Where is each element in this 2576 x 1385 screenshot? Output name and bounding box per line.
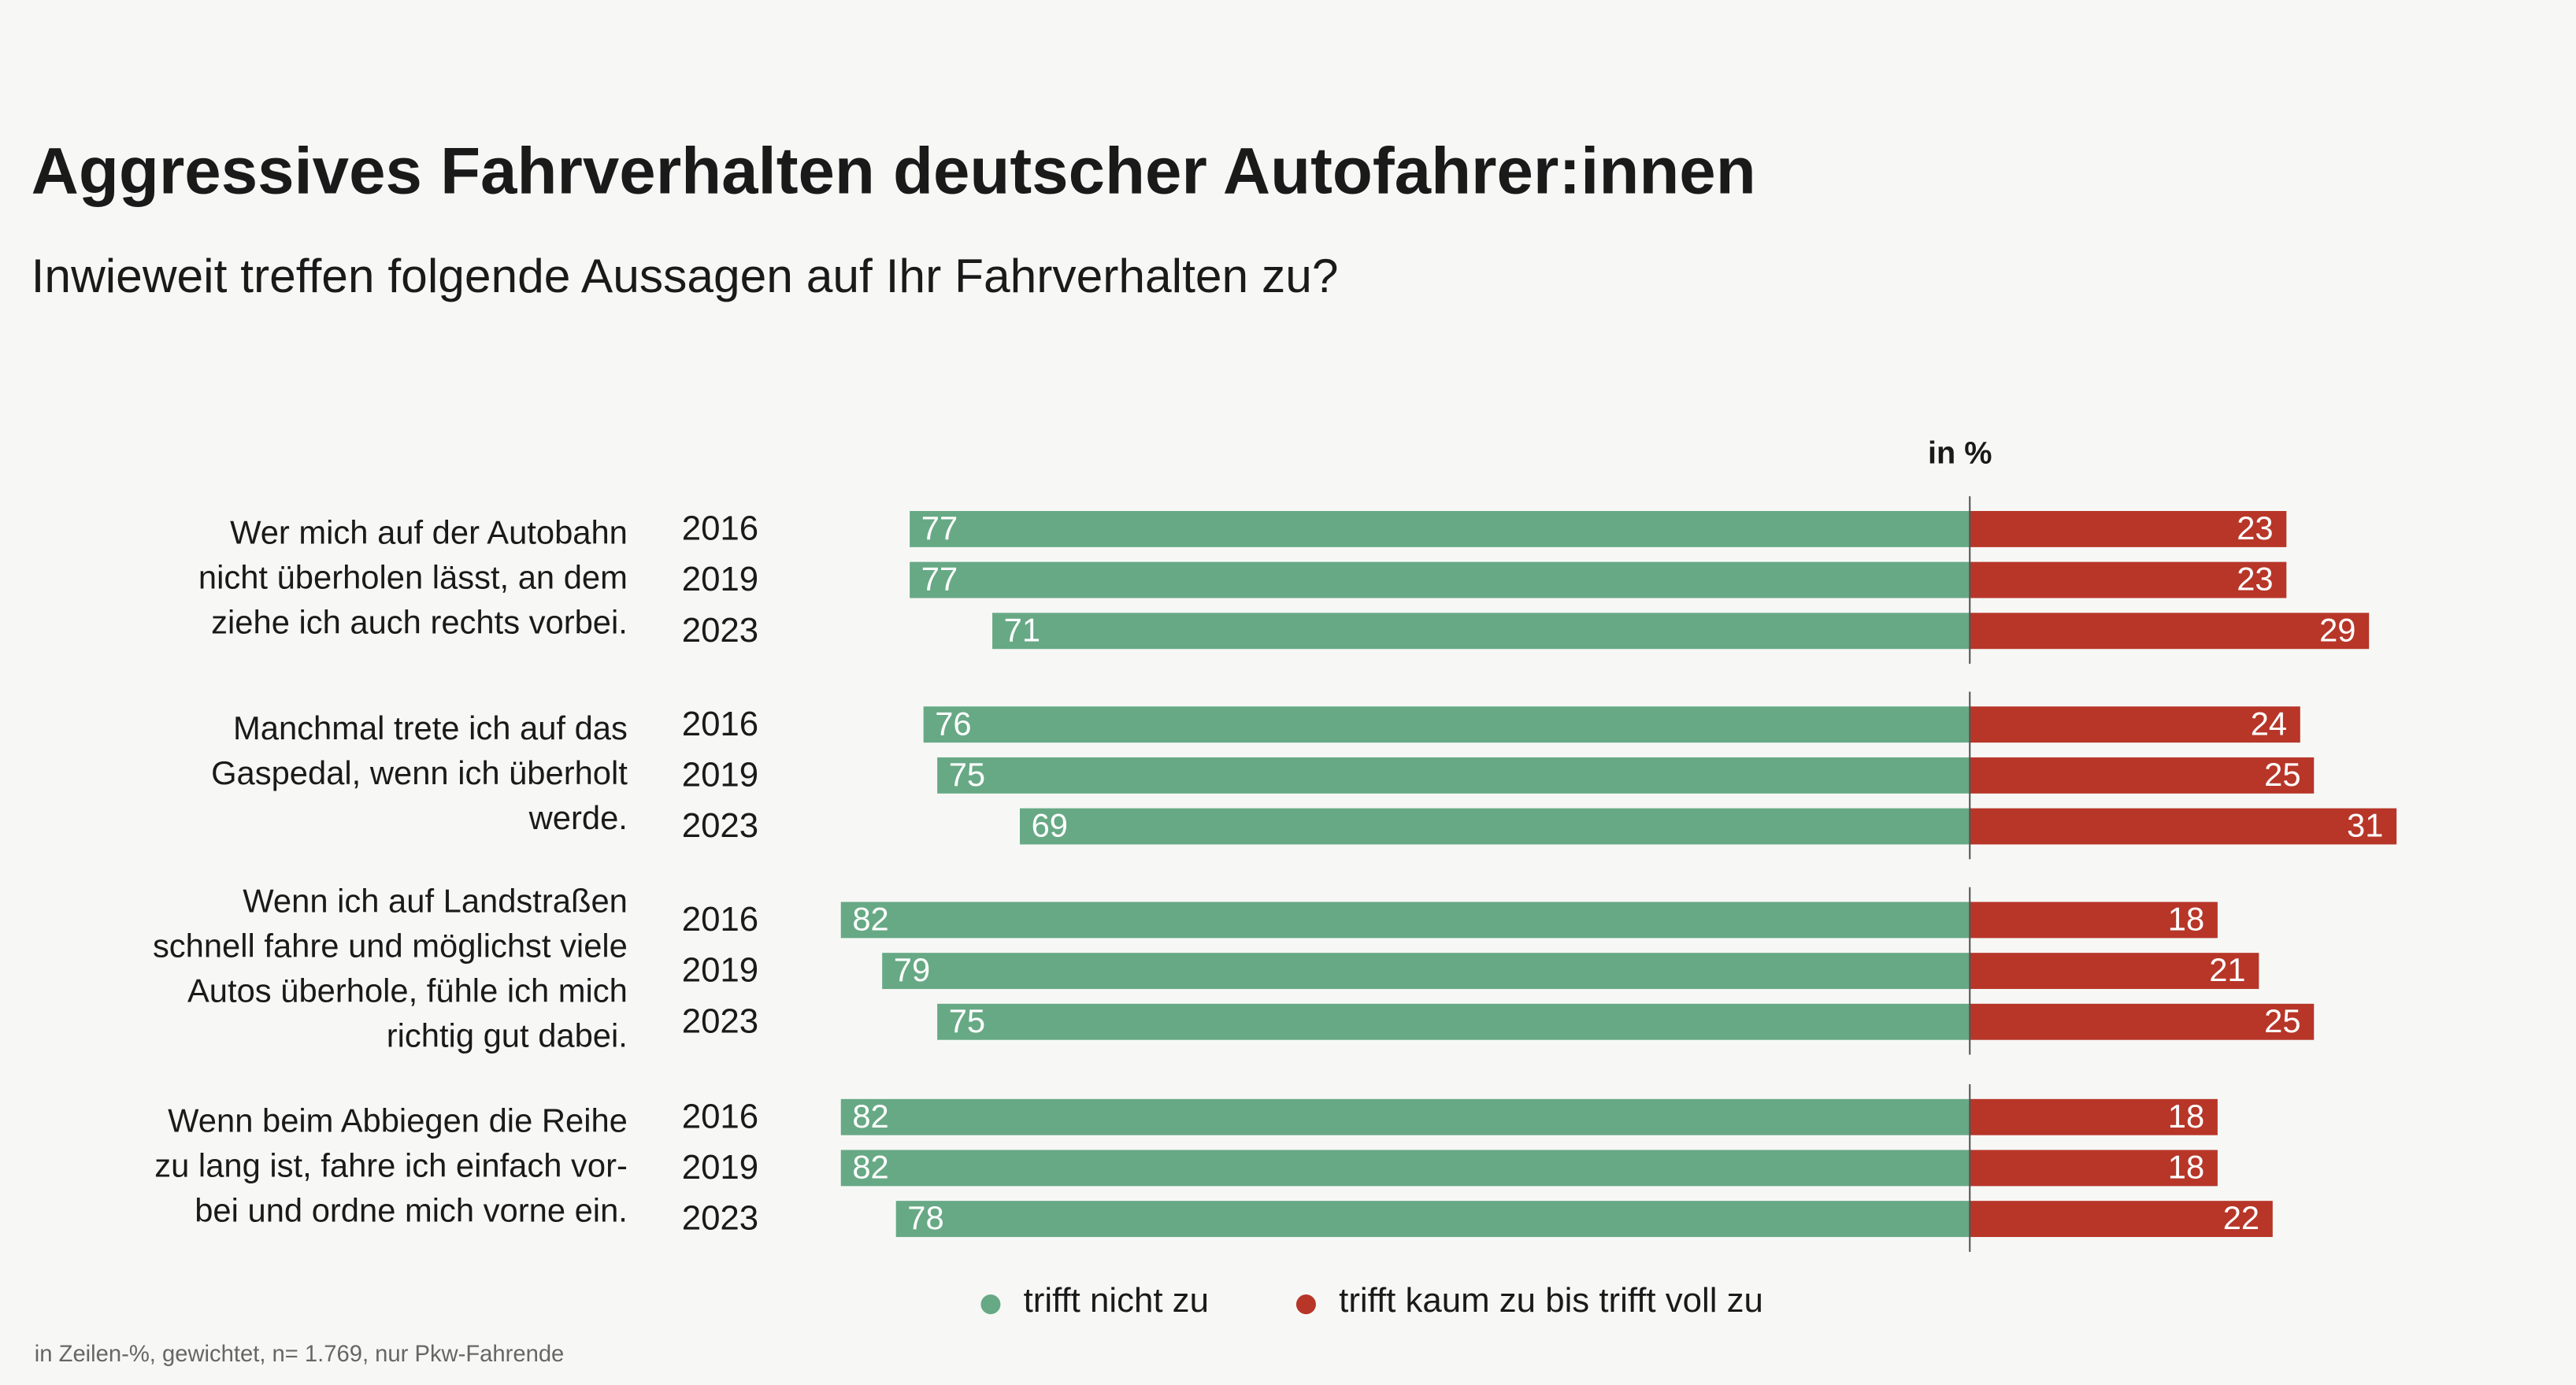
value-label: 77 [921, 509, 958, 546]
value-label: 18 [2168, 1098, 2204, 1135]
footnote: in Zeilen-%, gewichtet, n= 1.769, nur Pk… [35, 1342, 564, 1367]
bar-positive [1970, 613, 2370, 650]
group-label: Wer mich auf der Autobahn [230, 514, 628, 551]
group-label: Manchmal trete ich auf das [233, 709, 628, 746]
bar-positive [1970, 706, 2300, 743]
legend-label: trifft nicht zu [1024, 1281, 1209, 1320]
bar-negative [937, 1003, 1970, 1040]
year-label: 2019 [682, 951, 758, 990]
value-label: 78 [907, 1199, 943, 1236]
bar-negative [910, 510, 1970, 547]
year-label: 2016 [682, 900, 758, 939]
value-label: 29 [2319, 611, 2355, 648]
group-label: nicht überholen lässt, an dem [198, 559, 628, 596]
bar-positive [1970, 561, 2287, 598]
group-label: bei und ordne mich vorne ein. [195, 1191, 628, 1228]
bar-positive [1970, 808, 2397, 845]
value-label: 21 [2209, 951, 2245, 988]
year-label: 2019 [682, 1148, 758, 1187]
group-label: Wenn ich auf Landstraßen [243, 883, 628, 920]
value-label: 25 [2264, 1002, 2300, 1039]
legend-label: trifft kaum zu bis trifft voll zu [1339, 1281, 1763, 1320]
year-label: 2023 [682, 611, 758, 650]
value-label: 71 [1004, 611, 1040, 648]
bar-negative [923, 706, 1970, 743]
unit-label: in % [1928, 436, 1992, 471]
bar-negative [840, 1150, 1970, 1187]
value-label: 24 [2251, 705, 2287, 742]
chart-subtitle: Inwieweit treffen folgende Aussagen auf … [32, 249, 1339, 302]
chart-title: Aggressives Fahrverhalten deutscher Auto… [32, 133, 1756, 207]
bar-positive [1970, 1003, 2315, 1040]
group-label: Autos überhole, fühle ich mich [187, 972, 628, 1009]
legend-marker [1295, 1294, 1316, 1315]
value-label: 82 [852, 1098, 888, 1135]
year-label: 2023 [682, 1002, 758, 1040]
bar-positive [1970, 953, 2259, 990]
bar-positive [1970, 1150, 2218, 1187]
value-label: 23 [2237, 561, 2273, 598]
bar-negative [840, 1098, 1970, 1135]
value-label: 23 [2237, 509, 2273, 546]
bar-positive [1970, 902, 2218, 939]
group-label: schnell fahre und möglichst viele [153, 928, 628, 965]
bar-positive [1970, 1098, 2218, 1135]
value-label: 82 [852, 901, 888, 938]
bar-negative [882, 953, 1970, 990]
bar-positive [1970, 510, 2287, 547]
bar-positive [1970, 757, 2315, 794]
value-label: 69 [1032, 807, 1068, 844]
value-label: 18 [2168, 1149, 2204, 1186]
group-label: Wenn beim Abbiegen die Reihe [168, 1102, 628, 1139]
legend-marker [980, 1294, 1001, 1315]
bar-positive [1970, 1201, 2273, 1238]
year-label: 2019 [682, 560, 758, 598]
group-label: Gaspedal, wenn ich überholt [211, 754, 628, 791]
value-label: 31 [2347, 807, 2383, 844]
group-label: ziehe ich auch rechts vorbei. [211, 604, 628, 641]
group-label: zu lang ist, fahre ich einfach vor- [154, 1146, 628, 1183]
bar-negative [992, 613, 1970, 650]
value-label: 77 [921, 561, 958, 598]
value-label: 82 [852, 1149, 888, 1186]
value-label: 18 [2168, 901, 2204, 938]
value-label: 76 [935, 705, 971, 742]
value-label: 79 [894, 951, 930, 988]
year-label: 2023 [682, 1199, 758, 1238]
year-label: 2016 [682, 1097, 758, 1135]
year-label: 2019 [682, 755, 758, 794]
bar-negative [937, 757, 1970, 794]
bar-negative [1020, 808, 1970, 845]
value-label: 25 [2264, 756, 2300, 793]
bar-negative [910, 561, 1970, 598]
year-label: 2016 [682, 705, 758, 743]
bar-negative [895, 1201, 1970, 1238]
bar-negative [840, 902, 1970, 939]
group-label: werde. [528, 799, 628, 836]
year-label: 2016 [682, 509, 758, 548]
year-label: 2023 [682, 806, 758, 845]
value-label: 75 [949, 756, 985, 793]
value-label: 75 [949, 1002, 985, 1039]
group-label: richtig gut dabei. [387, 1017, 628, 1054]
value-label: 22 [2223, 1199, 2259, 1236]
